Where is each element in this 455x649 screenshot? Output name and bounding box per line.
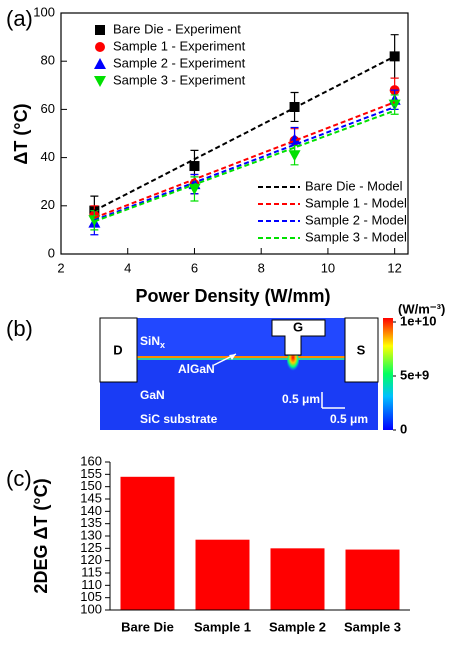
x-tick-label: Sample 3 <box>344 619 401 634</box>
gate-electrode <box>271 319 326 356</box>
marker <box>188 183 201 195</box>
scale-label: 0.5 μm <box>282 392 320 406</box>
x-tick-label: 8 <box>258 260 265 275</box>
electrode-label: S <box>357 342 366 357</box>
marker <box>189 161 200 172</box>
electrode-label: D <box>113 342 122 357</box>
marker <box>388 99 401 111</box>
model-line <box>94 101 396 219</box>
legend-marker <box>94 58 106 69</box>
panel-label: (c) <box>6 466 32 491</box>
legend-marker <box>95 42 105 52</box>
legend-label: Bare Die - Model <box>305 178 403 193</box>
y-tick-label: 135 <box>80 515 102 530</box>
legend-label: Sample 1 - Model <box>305 195 407 210</box>
source-electrode <box>344 317 379 383</box>
y-tick-label: 150 <box>80 478 102 493</box>
x-tick-label: Sample 2 <box>269 619 326 634</box>
colorbar-unit: (W/m⁻³) <box>398 301 445 316</box>
panel-label: (a) <box>6 6 33 31</box>
x-axis-label: Power Density (W/mm) <box>135 286 330 306</box>
x-tick-label: 2 <box>57 260 64 275</box>
layer-label-sub: x <box>160 340 165 350</box>
y-tick-label: 20 <box>41 197 55 212</box>
hotspot <box>287 351 299 373</box>
model-line <box>93 55 396 212</box>
x-tick-label: 10 <box>321 260 335 275</box>
passivation-region <box>100 318 378 358</box>
layer-label-base: SiN <box>140 334 160 348</box>
y-tick-label: 160 <box>80 453 102 468</box>
layer-label: GaN <box>140 388 165 402</box>
arrowhead <box>229 354 236 360</box>
bar <box>345 549 400 610</box>
y-tick-label: 155 <box>80 466 102 481</box>
y-axis-label: 2DEG ΔT (°C) <box>31 478 51 593</box>
y-axis-label: ΔT (°C) <box>11 103 31 164</box>
x-tick-label: 12 <box>387 260 401 275</box>
layer-label: SiNx <box>140 334 165 350</box>
legend-label: Bare Die - Experiment <box>113 21 241 36</box>
legend-label: Sample 2 - Experiment <box>113 55 246 70</box>
drain-electrode <box>99 317 138 383</box>
x-tick-label: 6 <box>191 260 198 275</box>
y-tick-label: 125 <box>80 540 102 555</box>
plot-frame <box>60 12 409 255</box>
y-tick-label: 40 <box>41 149 55 164</box>
y-tick-label: 115 <box>81 564 102 579</box>
bar <box>270 548 325 610</box>
bar <box>195 539 250 610</box>
legend-label: Sample 3 - Experiment <box>113 72 246 87</box>
legend-label: Sample 1 - Experiment <box>113 38 246 53</box>
panel-c: (c) 2DEG ΔT (°C) 10010511011512012513013… <box>6 453 410 634</box>
model-line <box>94 109 396 223</box>
layer-label: AlGaN <box>178 362 215 376</box>
y-tick-label: 60 <box>41 101 55 116</box>
y-tick-label: 0 <box>48 245 55 260</box>
y-tick-label: 100 <box>33 4 55 19</box>
model-line <box>94 106 396 222</box>
marker <box>288 150 301 162</box>
y-tick-label: 140 <box>80 503 102 518</box>
bar <box>120 476 175 610</box>
panel-b: (b) D G S SiNx AlGaN GaN SiC substrate 0… <box>6 301 445 436</box>
y-tick-label: 120 <box>80 552 102 567</box>
y-tick-label: 80 <box>41 53 55 68</box>
panel-label: (b) <box>6 316 33 341</box>
legend-marker <box>94 76 106 87</box>
y-tick-label: 130 <box>80 527 102 542</box>
y-tick-label: 145 <box>80 490 102 505</box>
colorbar <box>383 318 393 430</box>
y-tick-label: 105 <box>80 589 102 604</box>
y-tick-label: 100 <box>80 601 102 616</box>
layer-label: SiC substrate <box>140 412 218 426</box>
colorbar-tick-label: 0 <box>400 421 407 436</box>
y-tick-label: 110 <box>81 577 102 592</box>
colorbar-tick-label: 5e+9 <box>400 367 429 382</box>
x-tick-label: 4 <box>124 260 131 275</box>
legend-label: Sample 3 - Model <box>305 229 407 244</box>
colorbar-tick-label: 1e+10 <box>400 313 437 328</box>
x-tick-label: Bare Die <box>121 619 174 634</box>
legend-label: Sample 2 - Model <box>305 212 407 227</box>
electrode-label: G <box>293 319 303 334</box>
scale-label: 0.5 μm <box>330 412 368 426</box>
panel-a: (a) ΔT (°C) Power Density (W/mm) 2 4 6 8 10 1… <box>6 4 409 306</box>
x-tick-label: Sample 1 <box>194 619 251 634</box>
legend-marker <box>95 25 105 35</box>
marker <box>389 51 400 62</box>
